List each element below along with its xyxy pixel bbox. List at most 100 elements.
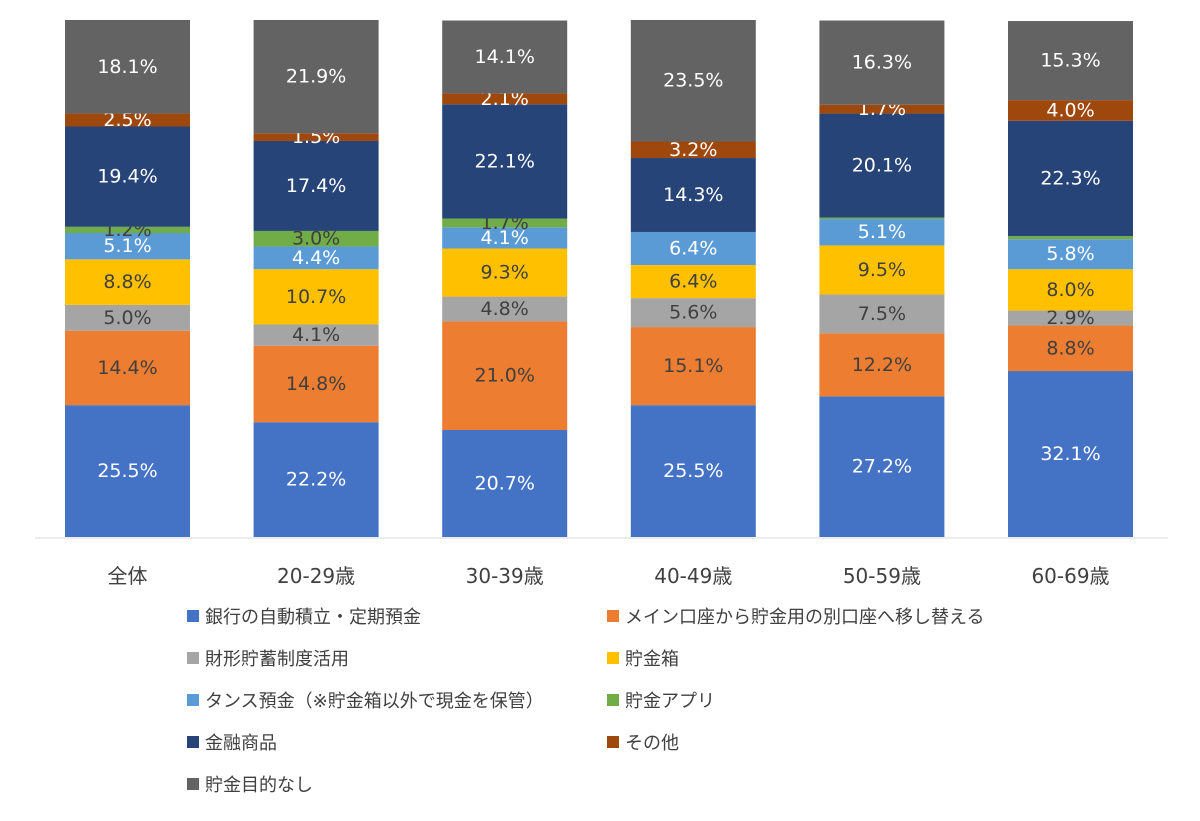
data-label-1-1: 14.8% [286, 373, 346, 395]
data-label-0-4: 5.1% [103, 235, 151, 257]
data-label-3-1: 15.1% [663, 355, 723, 377]
data-label-0-0: 25.5% [97, 460, 157, 482]
bar-segment-5-8 [1008, 21, 1133, 101]
bar-segment-4-4 [819, 219, 945, 246]
bar-segment-3-6 [630, 158, 756, 232]
legend-item-account-transfer: メイン口座から貯金用の別口座へ移し替える [607, 602, 1027, 629]
bar-segment-3-8 [630, 20, 756, 142]
legend-label: タンス預金（※貯金箱以外で現金を保管） [205, 690, 544, 712]
bar-segment-4-6 [819, 113, 945, 218]
data-label-0-2: 5.0% [103, 307, 151, 329]
data-label-4-2: 7.5% [858, 303, 906, 325]
data-label-3-0: 25.5% [663, 460, 723, 482]
data-label-3-6: 14.3% [663, 184, 723, 206]
data-label-1-0: 22.2% [286, 469, 346, 491]
bar-segment-3-2 [630, 298, 756, 328]
legend-label: メイン口座から貯金用の別口座へ移し替える [625, 606, 985, 628]
data-label-2-6: 22.1% [475, 150, 535, 172]
legend-item-home-cash: タンス預金（※貯金箱以外で現金を保管） [187, 686, 607, 713]
bar-segment-2-4 [442, 227, 568, 249]
bar-segment-0-6 [65, 126, 190, 227]
bar-segment-2-5 [442, 218, 568, 228]
bar-segment-1-5 [253, 230, 379, 247]
data-label-0-6: 19.4% [97, 166, 157, 188]
legend-swatch [187, 651, 199, 664]
bar-segment-3-7 [630, 141, 756, 159]
legend-swatch [187, 609, 199, 622]
category-label-4: 50-59歳 [843, 564, 921, 588]
data-label-5-0: 32.1% [1040, 443, 1100, 465]
bar-segment-2-2 [442, 296, 568, 322]
bar-segment-2-1 [442, 321, 568, 430]
legend-label: 貯金目的なし [205, 774, 313, 796]
legend-item-other: その他 [607, 728, 1027, 755]
bar-segment-2-0 [442, 429, 568, 537]
data-label-1-8: 21.9% [286, 66, 346, 88]
data-label-2-2: 4.8% [481, 298, 529, 320]
data-label-3-3: 6.4% [669, 271, 717, 293]
legend-label: 銀行の自動積立・定期預金 [205, 606, 421, 628]
legend-swatch [187, 735, 199, 748]
data-label-2-3: 9.3% [481, 262, 529, 284]
data-label-4-6: 20.1% [852, 155, 912, 177]
bar-segment-3-0 [630, 405, 756, 537]
bar-segment-4-8 [819, 20, 945, 105]
bar-segment-5-7 [1008, 100, 1133, 121]
bar-segment-1-3 [253, 269, 379, 325]
bar-segment-3-1 [630, 327, 756, 406]
legend-item-bank-auto-savings: 銀行の自動積立・定期預金 [187, 602, 607, 629]
data-label-1-2: 4.1% [292, 324, 340, 346]
legend-label: 貯金箱 [625, 648, 679, 670]
data-label-5-6: 22.3% [1040, 167, 1100, 189]
bar-segment-3-3 [630, 265, 756, 299]
legend-item-financial-products: 金融商品 [187, 728, 607, 755]
bar-segment-5-5 [1008, 236, 1133, 240]
data-label-1-3: 10.7% [286, 286, 346, 308]
bar-segment-0-5 [65, 226, 190, 234]
bar-segment-4-1 [819, 333, 945, 397]
bar-segment-5-2 [1008, 310, 1133, 326]
data-label-2-8: 14.1% [475, 46, 535, 68]
data-label-2-0: 20.7% [475, 472, 535, 494]
bar-segment-4-5 [819, 217, 945, 220]
bar-segment-1-4 [253, 246, 379, 270]
bar-segment-2-7 [442, 93, 568, 105]
legend-label: その他 [625, 732, 679, 754]
bar-segment-4-7 [819, 104, 945, 114]
data-label-4-4: 5.1% [858, 221, 906, 243]
bar-segment-3-4 [630, 231, 756, 266]
bar-segment-1-2 [253, 324, 379, 346]
data-label-3-4: 6.4% [669, 238, 717, 260]
bar-segment-1-7 [253, 133, 379, 141]
legend-item-piggy-bank: 貯金箱 [607, 644, 1027, 671]
bar-segment-5-1 [1008, 325, 1133, 372]
data-label-4-0: 27.2% [852, 456, 912, 478]
legend-label: 貯金アプリ [625, 690, 715, 712]
legend-label: 財形貯蓄制度活用 [205, 648, 349, 670]
chart-legend: 銀行の自動積立・定期預金 メイン口座から貯金用の別口座へ移し替える 財形貯蓄制度… [187, 602, 1167, 797]
data-label-4-3: 9.5% [858, 259, 906, 281]
category-label-5: 60-69歳 [1031, 564, 1109, 588]
data-label-4-1: 12.2% [852, 354, 912, 376]
bar-segment-5-6 [1008, 120, 1133, 237]
bar-segment-5-0 [1008, 371, 1133, 537]
legend-label: 金融商品 [205, 732, 277, 754]
data-label-1-5: 3.0% [292, 228, 340, 250]
bar-segment-4-0 [819, 396, 945, 537]
data-label-3-8: 23.5% [663, 70, 723, 92]
bar-segment-0-1 [65, 330, 190, 406]
data-label-3-7: 3.2% [669, 139, 717, 161]
legend-item-no-savings-goal: 貯金目的なし [187, 770, 607, 797]
bar-segment-0-8 [65, 20, 190, 114]
data-label-0-7: 2.5% [103, 109, 151, 131]
data-label-5-3: 8.0% [1046, 279, 1094, 301]
category-label-0: 全体 [108, 564, 148, 588]
bar-segment-5-4 [1008, 239, 1133, 270]
legend-swatch [187, 777, 199, 790]
category-label-2: 30-39歳 [466, 564, 544, 588]
bar-segment-0-0 [65, 405, 190, 537]
legend-item-savings-app: 貯金アプリ [607, 686, 1027, 713]
legend-swatch [607, 651, 619, 664]
